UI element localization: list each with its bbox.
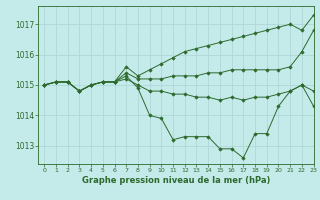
X-axis label: Graphe pression niveau de la mer (hPa): Graphe pression niveau de la mer (hPa) [82, 176, 270, 185]
